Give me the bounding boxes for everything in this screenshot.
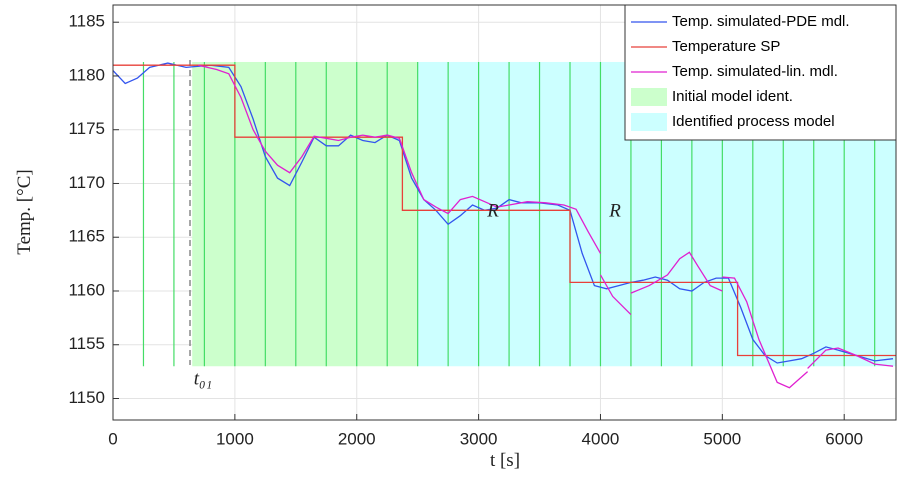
series-line — [113, 64, 896, 357]
legend-label: Temp. simulated-PDE mdl. — [672, 13, 850, 30]
y-tick-label: 1180 — [68, 65, 105, 84]
legend-label: Initial model ident. — [672, 88, 793, 105]
x-tick-label: 3000 — [460, 429, 498, 448]
x-tick-label: 6000 — [825, 429, 863, 448]
legend-label: Temp. simulated-lin. mdl. — [672, 63, 838, 80]
annotation: R — [608, 200, 621, 221]
y-tick-label: 1170 — [68, 173, 105, 192]
series-line — [113, 62, 894, 364]
legend-swatch — [631, 113, 667, 131]
legend-label: Temperature SP — [672, 38, 780, 55]
series-line — [198, 64, 894, 389]
legend-swatch — [631, 88, 667, 106]
shaded-region — [192, 61, 418, 367]
annotation: R — [486, 200, 499, 221]
annotation: t₀₁ — [194, 368, 213, 389]
legend-label: Identified process model — [672, 113, 835, 130]
x-tick-label: 0 — [108, 429, 117, 448]
axes-box — [112, 4, 897, 421]
legend-box — [624, 4, 897, 141]
x-tick-label: 5000 — [703, 429, 741, 448]
overlay: 0 1000 2000 3000 4000 5000 6000 1150 1155 1160 116… — [68, 4, 897, 448]
y-tick-label: 1155 — [68, 334, 105, 353]
y-tick-label: 1165 — [68, 227, 105, 246]
x-tick-label: 4000 — [582, 429, 620, 448]
y-axis-label: Temp. [°C] — [14, 169, 35, 254]
x-tick-label: 1000 — [216, 429, 254, 448]
y-tick-label: 1160 — [68, 280, 105, 299]
y-tick-label: 1185 — [68, 12, 105, 31]
x-tick-label: 2000 — [338, 429, 376, 448]
y-tick-label: 1175 — [68, 119, 105, 138]
x-axis-label: t [s] — [490, 450, 520, 471]
y-tick-label: 1150 — [68, 388, 105, 407]
